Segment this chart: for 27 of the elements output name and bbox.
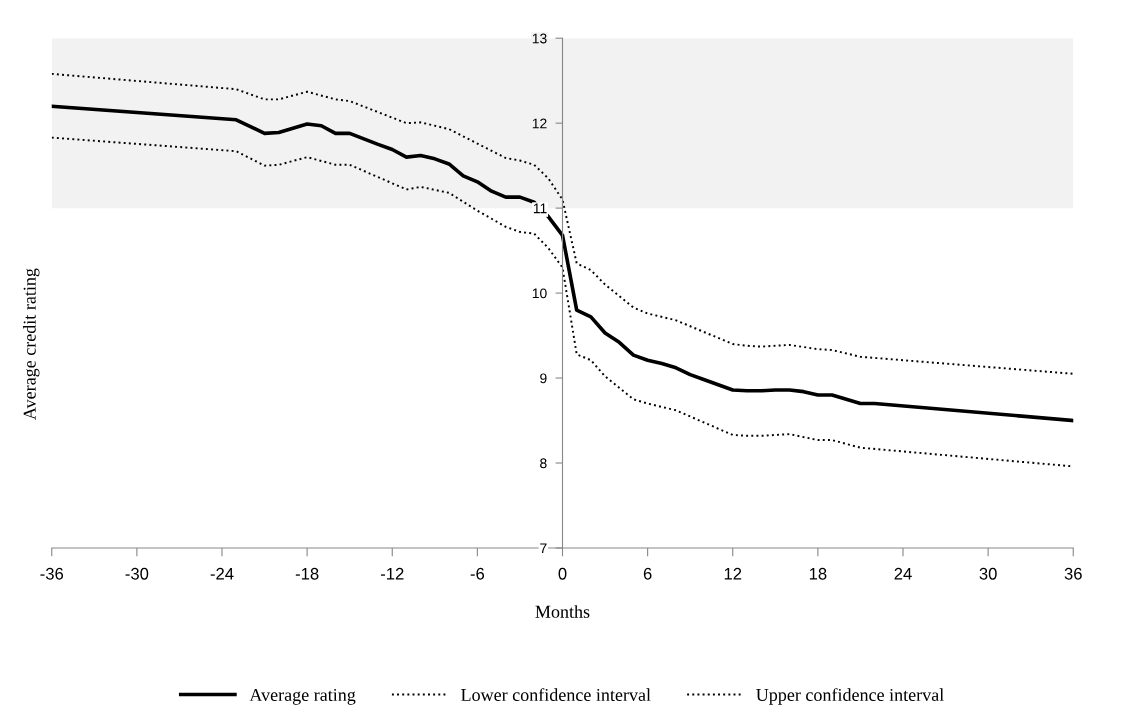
y-tick-label: 13 (532, 33, 547, 44)
x-tick-label: 6 (643, 567, 652, 580)
x-tick-label: 0 (558, 567, 567, 580)
line-series (51, 104, 1074, 423)
x-tick-label: 24 (894, 567, 912, 580)
x-tick-label: -6 (470, 567, 485, 580)
x-tick-label: -30 (125, 567, 149, 580)
x-tick-label: 36 (1064, 567, 1082, 580)
line-series (51, 72, 1074, 375)
y-tick-label: 8 (540, 458, 547, 469)
x-tick-label: 12 (724, 567, 742, 580)
x-tick-label: 30 (979, 567, 997, 580)
y-tick-label: 7 (540, 543, 547, 553)
x-tick-label: -36 (40, 567, 64, 580)
y-tick-label: 9 (540, 373, 547, 384)
x-tick-label: -24 (210, 567, 234, 580)
x-tick-label: 18 (809, 567, 827, 580)
y-tick-label: 10 (532, 288, 547, 299)
legend-label: Upper confidence interval (756, 688, 944, 705)
y-axis-title: Average credit rating (23, 268, 40, 420)
x-axis-title: Months (535, 605, 590, 618)
legend-label: Average rating (249, 688, 356, 705)
x-tick-label: -12 (380, 567, 404, 580)
x-tick-label: -18 (295, 567, 319, 580)
legend-label: Lower confidence interval (461, 688, 651, 702)
y-tick-label: 11 (533, 203, 547, 214)
y-tick-label: 12 (532, 118, 547, 129)
